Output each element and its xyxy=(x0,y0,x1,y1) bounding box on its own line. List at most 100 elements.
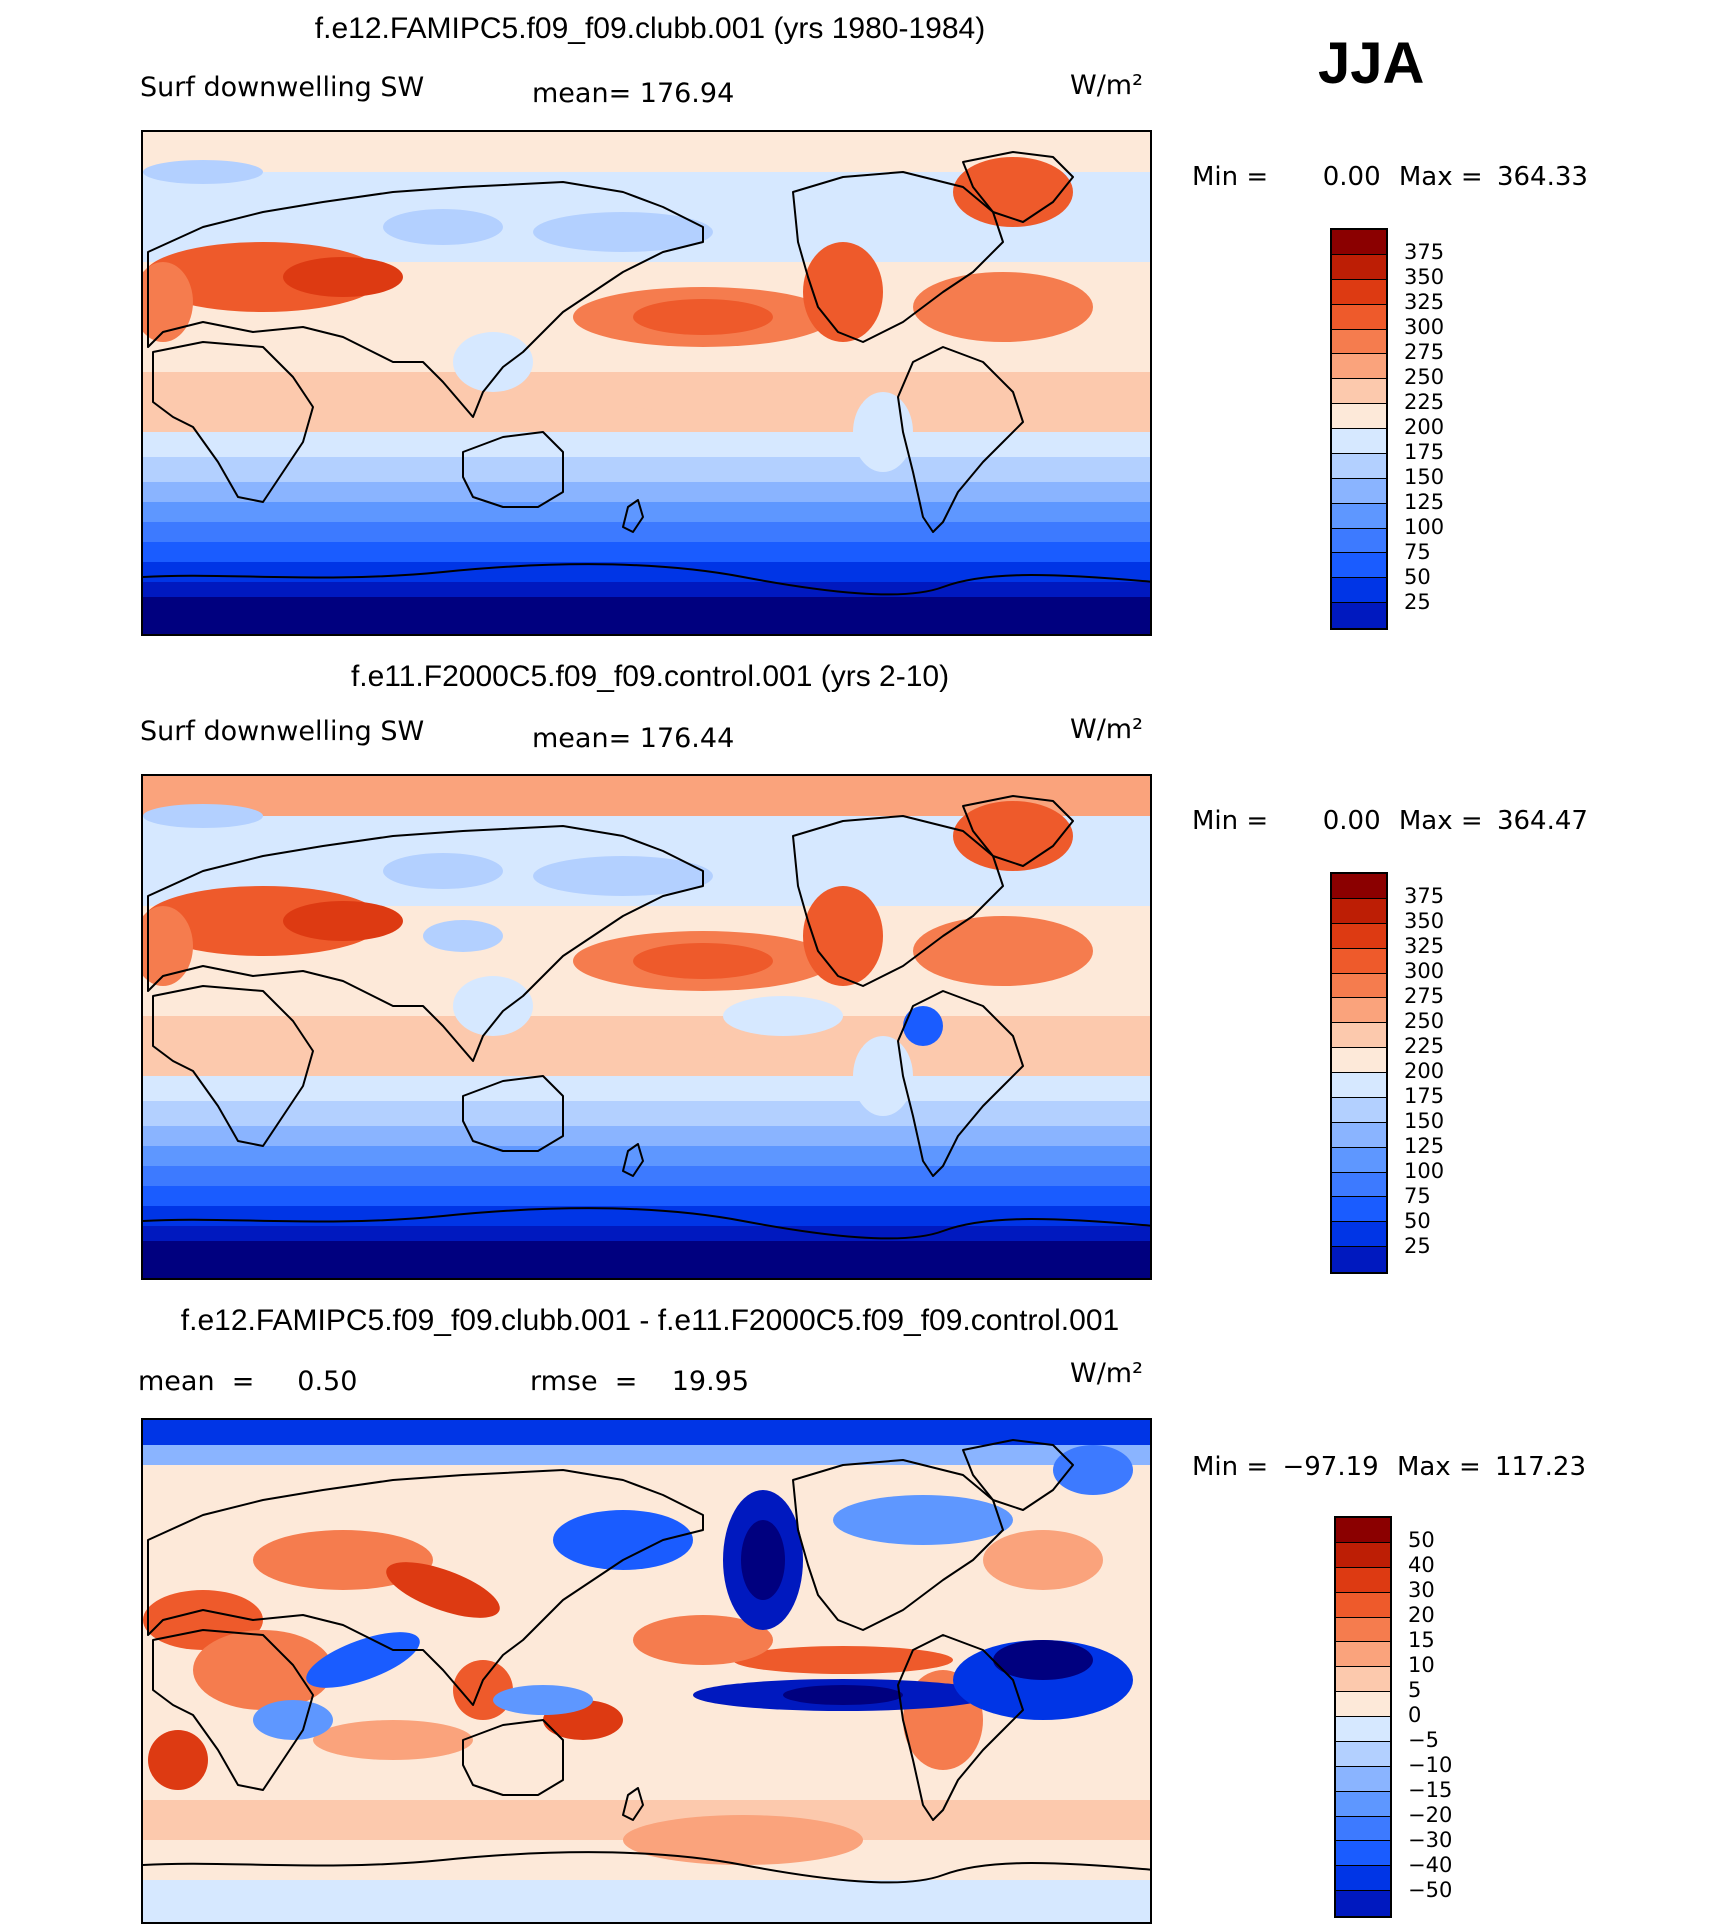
colorbar-swatch xyxy=(1332,948,1386,974)
colorbar-swatch xyxy=(1336,1592,1390,1618)
colorbar-tick-label: 325 xyxy=(1404,934,1445,958)
field-patch xyxy=(148,1730,208,1790)
colorbar-tick-label: 50 xyxy=(1404,565,1431,589)
colorbar-swatch xyxy=(1332,379,1386,405)
field-patch xyxy=(313,1720,473,1760)
coastline-africa xyxy=(152,341,314,503)
coastline-africa xyxy=(152,1629,314,1791)
colorbar-tick-label: −30 xyxy=(1408,1828,1453,1852)
panel-3-field xyxy=(143,1420,1150,1922)
field-patch xyxy=(633,299,773,335)
colorbar-swatch xyxy=(1332,354,1386,380)
colorbar-swatch xyxy=(1336,1717,1390,1742)
coastline-africa xyxy=(152,985,314,1147)
field-patch xyxy=(383,209,503,245)
panel-3-rmse-label: rmse = 19.95 xyxy=(530,1366,750,1397)
colorbar-swatch xyxy=(1332,1048,1386,1073)
colorbar-tick-label: −5 xyxy=(1408,1728,1439,1752)
coastline-greenland xyxy=(962,795,1074,867)
colorbar-swatch xyxy=(1336,1866,1390,1892)
panel-3-map xyxy=(141,1418,1152,1924)
panel-1-minmax: Min = 0.00 Max = 364.33 xyxy=(1192,162,1588,192)
panel-1-units: W/m² xyxy=(1070,70,1143,101)
field-patch xyxy=(253,1700,333,1740)
panel-1-max-label: Max = xyxy=(1398,162,1483,192)
latitude-band xyxy=(143,457,1150,482)
colorbar-swatch xyxy=(1332,1023,1386,1049)
field-patch xyxy=(993,1640,1093,1680)
field-patch xyxy=(383,853,503,889)
colorbar-swatch xyxy=(1336,1791,1390,1817)
colorbar-swatch xyxy=(1332,1247,1386,1272)
colorbar-swatch xyxy=(1332,923,1386,949)
colorbar-tick-label: 0 xyxy=(1408,1703,1422,1727)
panel-3-colorbar-ticks: 50 40 30 20 15 10 5 0 −5 −10 −15 −20 −30 −40 −50 xyxy=(1408,1528,1452,1903)
latitude-band xyxy=(143,1126,1150,1146)
latitude-band xyxy=(143,502,1150,522)
colorbar-tick-label: 20 xyxy=(1408,1603,1435,1627)
coastline-north-america xyxy=(792,1459,1004,1631)
colorbar-tick-label: 50 xyxy=(1408,1528,1435,1552)
panel-1-colorbar-ticks: 375 350 325 300 275 250 225 200 175 150 125 100 75 50… xyxy=(1404,240,1444,615)
colorbar-tick-label: 5 xyxy=(1408,1678,1422,1702)
colorbar-tick-label: −50 xyxy=(1408,1878,1453,1902)
colorbar-swatch xyxy=(1332,503,1386,529)
colorbar-tick-label: 40 xyxy=(1408,1553,1435,1577)
latitude-band xyxy=(143,1241,1150,1278)
field-patch xyxy=(953,801,1073,871)
coastline-new-zealand xyxy=(622,1143,644,1177)
field-patch xyxy=(553,1510,693,1570)
field-patch xyxy=(833,1495,1013,1545)
field-patch xyxy=(143,906,193,986)
colorbar-swatch xyxy=(1332,1147,1386,1173)
panel-3-mean-label: mean = 0.50 xyxy=(138,1366,358,1397)
field-patch xyxy=(983,1530,1103,1590)
colorbar-tick-label: 325 xyxy=(1404,290,1445,314)
field-patch xyxy=(623,1815,863,1865)
colorbar-tick-label: 200 xyxy=(1404,415,1445,439)
panel-2-minmax: Min = 0.00 Max = 364.47 xyxy=(1192,806,1588,836)
colorbar-swatch xyxy=(1332,1122,1386,1148)
colorbar-swatch xyxy=(1336,1567,1390,1593)
colorbar-tick-label: 100 xyxy=(1404,1159,1445,1183)
coastline-eurasia xyxy=(147,181,704,418)
colorbar-swatch xyxy=(1332,329,1386,355)
colorbar-tick-label: 50 xyxy=(1404,1209,1431,1233)
colorbar-tick-label: 200 xyxy=(1404,1059,1445,1083)
panel-2-units: W/m² xyxy=(1070,714,1143,745)
panel-2-min-value: 0.00 xyxy=(1322,806,1381,836)
field-patch xyxy=(283,901,403,941)
colorbar-swatch xyxy=(1332,578,1386,604)
coastline-australia xyxy=(462,431,564,508)
panel-3-max-value: 117.23 xyxy=(1495,1452,1586,1482)
field-patch xyxy=(733,1646,953,1674)
coastline-south-america xyxy=(897,346,1024,533)
colorbar-tick-label: 125 xyxy=(1404,1134,1445,1158)
panel-2-colorbar xyxy=(1330,872,1388,1274)
colorbar-swatch xyxy=(1332,279,1386,305)
colorbar-swatch xyxy=(1336,1816,1390,1842)
colorbar-swatch xyxy=(1336,1741,1390,1767)
colorbar-tick-label: 100 xyxy=(1404,515,1445,539)
field-patch xyxy=(533,212,713,252)
coastline-greenland xyxy=(962,1439,1074,1511)
colorbar-swatch xyxy=(1332,973,1386,999)
colorbar-tick-label: 275 xyxy=(1404,984,1445,1008)
colorbar-swatch xyxy=(1332,429,1386,454)
panel-2-max-label: Max = xyxy=(1398,806,1483,836)
field-patch xyxy=(913,916,1093,986)
colorbar-tick-label: 250 xyxy=(1404,1009,1445,1033)
colorbar-swatch xyxy=(1332,478,1386,504)
field-patch xyxy=(1053,1445,1133,1495)
panel-3-min-value: −97.19 xyxy=(1282,1452,1379,1482)
season-label: JJA xyxy=(1318,31,1425,96)
coastline-australia xyxy=(462,1719,564,1796)
colorbar-swatch xyxy=(1332,1073,1386,1098)
coastline-new-zealand xyxy=(622,1787,644,1821)
panel-3-min-label: Min = xyxy=(1192,1452,1269,1482)
field-patch xyxy=(803,242,883,342)
field-patch xyxy=(723,996,843,1036)
panel-1-title: f.e12.FAMIPC5.f09_f09.clubb.001 (yrs 198… xyxy=(314,12,986,45)
panel-1-mean-label: mean= 176.94 xyxy=(532,78,735,109)
panel-1-colorbar xyxy=(1330,228,1388,630)
